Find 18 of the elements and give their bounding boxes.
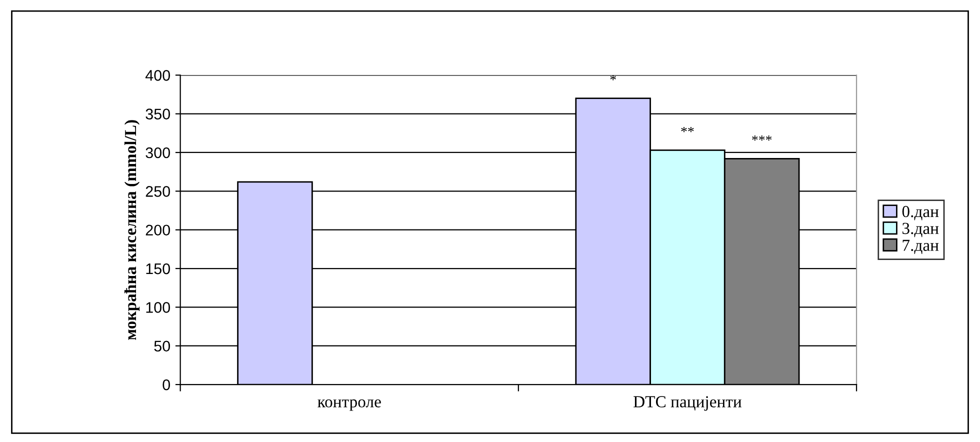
y-tick-label: 150 xyxy=(146,263,170,274)
legend-label: 3.дан xyxy=(902,222,939,238)
data-label: ** xyxy=(681,127,694,132)
data-label: *** xyxy=(752,136,772,141)
y-axis-title: мокраћна киселина (mmol/L) xyxy=(124,120,140,340)
y-tick-label: 0 xyxy=(162,379,170,390)
y-tick-label: 200 xyxy=(146,224,170,236)
data-label: * xyxy=(610,75,616,80)
y-tick-label: 50 xyxy=(154,340,170,352)
y-tick-label: 350 xyxy=(146,108,170,120)
legend-label: 7.дан xyxy=(902,240,939,254)
x-tick-label: контроле xyxy=(318,399,381,411)
legend-label: 0.дан xyxy=(902,206,939,220)
y-tick-label: 300 xyxy=(146,147,170,158)
y-tick-label: 400 xyxy=(145,70,170,81)
y-tick-label: 100 xyxy=(146,302,170,313)
x-tick-label: DTC пацијенти xyxy=(634,396,742,411)
y-tick-label: 250 xyxy=(146,186,170,197)
